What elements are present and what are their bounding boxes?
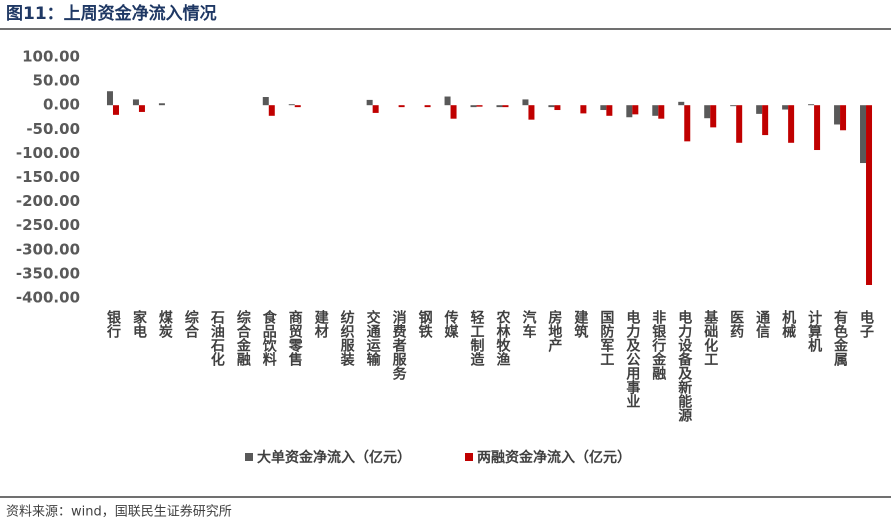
y-tick-label: -100.00 <box>16 144 80 162</box>
x-tick-label: 电力及公用事业 <box>624 309 640 408</box>
bar <box>788 105 795 143</box>
x-tick-label: 消费者服务 <box>391 309 407 381</box>
x-tick-label: 家电 <box>131 309 147 339</box>
bar <box>600 105 607 111</box>
bar <box>476 105 483 107</box>
bar <box>106 91 113 106</box>
bar <box>288 104 295 106</box>
x-tick-label: 机械 <box>780 309 796 339</box>
bar <box>626 105 633 118</box>
y-tick-label: -50.00 <box>26 120 80 138</box>
y-tick-label: 100.00 <box>22 48 80 66</box>
bar <box>704 105 711 119</box>
bar <box>554 105 561 111</box>
y-tick-label: -350.00 <box>16 264 80 282</box>
legend-swatch <box>245 453 253 461</box>
bar <box>710 105 717 128</box>
x-tick-label: 电子 <box>858 309 874 339</box>
bar <box>470 105 477 108</box>
bar <box>684 105 691 142</box>
bar <box>548 105 555 108</box>
bar <box>528 105 535 120</box>
bar <box>112 105 119 115</box>
legend-swatch <box>465 453 473 461</box>
x-tick-label: 通信 <box>754 310 770 339</box>
bar <box>444 96 451 106</box>
bar <box>866 105 873 285</box>
x-tick-label: 轻工制造 <box>469 309 485 367</box>
x-tick-label: 钢铁 <box>417 309 433 339</box>
y-tick-label: -200.00 <box>16 192 80 210</box>
bar <box>814 105 821 151</box>
bar <box>502 105 509 108</box>
x-tick-label: 农林牧渔 <box>494 309 511 367</box>
bar <box>262 97 269 106</box>
x-tick-label: 石油石化 <box>209 310 226 367</box>
x-tick-label: 计算机 <box>806 309 822 353</box>
x-tick-label: 非银行金融 <box>650 309 667 381</box>
bar <box>730 105 737 107</box>
x-tick-label: 综合金融 <box>235 309 252 367</box>
bar <box>756 105 763 114</box>
bar <box>366 99 373 106</box>
bar <box>522 99 529 106</box>
x-tick-label: 商贸零售 <box>287 309 304 367</box>
bar <box>496 105 503 108</box>
bar <box>372 105 379 113</box>
x-tick-label: 食品饮料 <box>261 309 278 367</box>
x-tick-label: 国防军工 <box>598 310 614 366</box>
x-tick-label: 交通运输 <box>365 309 381 367</box>
y-tick-label: 50.00 <box>33 72 80 90</box>
x-tick-label: 基础化工 <box>702 309 718 366</box>
x-tick-label: 汽车 <box>520 309 536 339</box>
bar <box>762 105 769 136</box>
x-tick-label: 纺织服装 <box>339 309 356 367</box>
bar <box>678 101 685 106</box>
bar <box>808 104 815 106</box>
y-tick-label: -250.00 <box>16 216 80 234</box>
bar <box>834 105 841 125</box>
legend-label: 大单资金净流入（亿元） <box>257 449 411 466</box>
chart-title: 图11：上周资金净流入情况 <box>6 3 217 24</box>
bar <box>632 105 639 115</box>
bar <box>158 103 165 106</box>
x-tick-label: 电力设备及新能源 <box>676 309 693 423</box>
bar <box>398 105 405 108</box>
x-tick-label: 综合 <box>183 309 199 339</box>
bar <box>652 105 659 116</box>
x-tick-label: 煤炭 <box>157 309 173 339</box>
bar <box>580 105 587 114</box>
bar <box>138 105 145 112</box>
bar <box>736 105 743 143</box>
y-tick-label: -400.00 <box>16 289 80 307</box>
source: 资料来源：wind，国联民生证券研究所 <box>6 504 232 520</box>
y-tick-label: -150.00 <box>16 168 80 186</box>
x-tick-label: 房地产 <box>546 309 562 353</box>
bar <box>450 105 457 119</box>
x-tick-label: 传媒 <box>443 309 460 339</box>
y-tick-label: 0.00 <box>43 96 80 114</box>
bar <box>132 99 139 106</box>
x-tick-label: 建材 <box>313 309 329 339</box>
x-tick-label: 有色金属 <box>832 309 849 367</box>
y-tick-label: -300.00 <box>16 240 80 258</box>
bar <box>840 105 847 131</box>
legend-label: 两融资金净流入（亿元） <box>477 449 631 466</box>
x-tick-label: 银行 <box>105 309 122 339</box>
x-tick-label: 医药 <box>728 310 744 339</box>
x-tick-label: 建筑 <box>572 309 588 339</box>
bar <box>860 105 867 164</box>
bar <box>268 105 275 116</box>
bar <box>424 105 431 108</box>
bar <box>782 105 789 110</box>
bar <box>606 105 613 116</box>
bar <box>658 105 665 119</box>
bar <box>294 105 301 108</box>
